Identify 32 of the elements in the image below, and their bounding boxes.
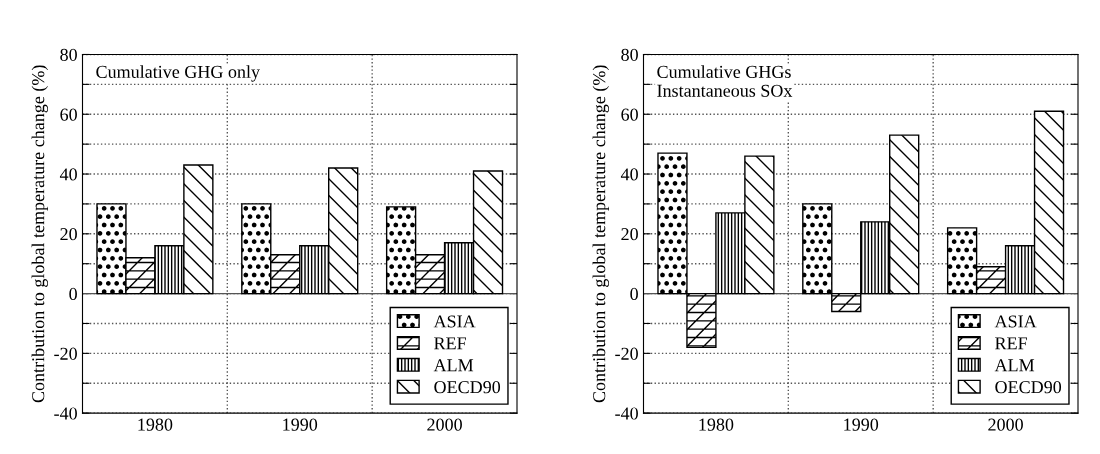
y-tick-label: -40 (615, 407, 638, 420)
y-tick-label: 0 (630, 287, 638, 301)
y-tick-label: -20 (54, 347, 77, 360)
text: Cumulative GHG only (96, 65, 260, 82)
x-tick-label: 2000 (427, 418, 462, 431)
legend-label: OECD90 (995, 381, 1062, 394)
x-tick-label: 1980 (699, 418, 734, 431)
legend-label: OECD90 (434, 381, 501, 394)
x-tick-label: 1980 (138, 418, 173, 431)
x-tick-label: 1990 (283, 418, 318, 431)
legend-label: ALM (433, 359, 474, 372)
legend-label: REF (995, 337, 1027, 350)
y-tick-label: 60 (621, 108, 638, 121)
legend-label: ASIA (994, 315, 1037, 328)
y-axis-title: Contribution to global temperature change (%) (592, 65, 610, 403)
legend-label: REF (434, 337, 466, 350)
y-axis-title: Contribution to global temperature change (%) (31, 65, 49, 403)
y-tick-label: 80 (621, 48, 638, 61)
y-tick-label: 0 (69, 287, 77, 301)
y-tick-label: 20 (60, 228, 77, 241)
x-tick-label: 1990 (844, 418, 879, 431)
legend-label: ASIA (433, 315, 476, 328)
y-tick-label: 20 (621, 228, 638, 241)
y-tick-label: -20 (615, 347, 638, 360)
text: Cumulative GHGs Instantaneous SOx (657, 65, 793, 97)
y-tick-label: 60 (60, 108, 77, 121)
y-tick-label: 40 (620, 168, 638, 181)
y-tick-label: 40 (59, 168, 77, 181)
legend-label: ALM (994, 359, 1035, 372)
y-tick-label: -40 (54, 407, 77, 420)
x-tick-label: 2000 (988, 418, 1023, 431)
y-tick-label: 80 (60, 48, 77, 61)
